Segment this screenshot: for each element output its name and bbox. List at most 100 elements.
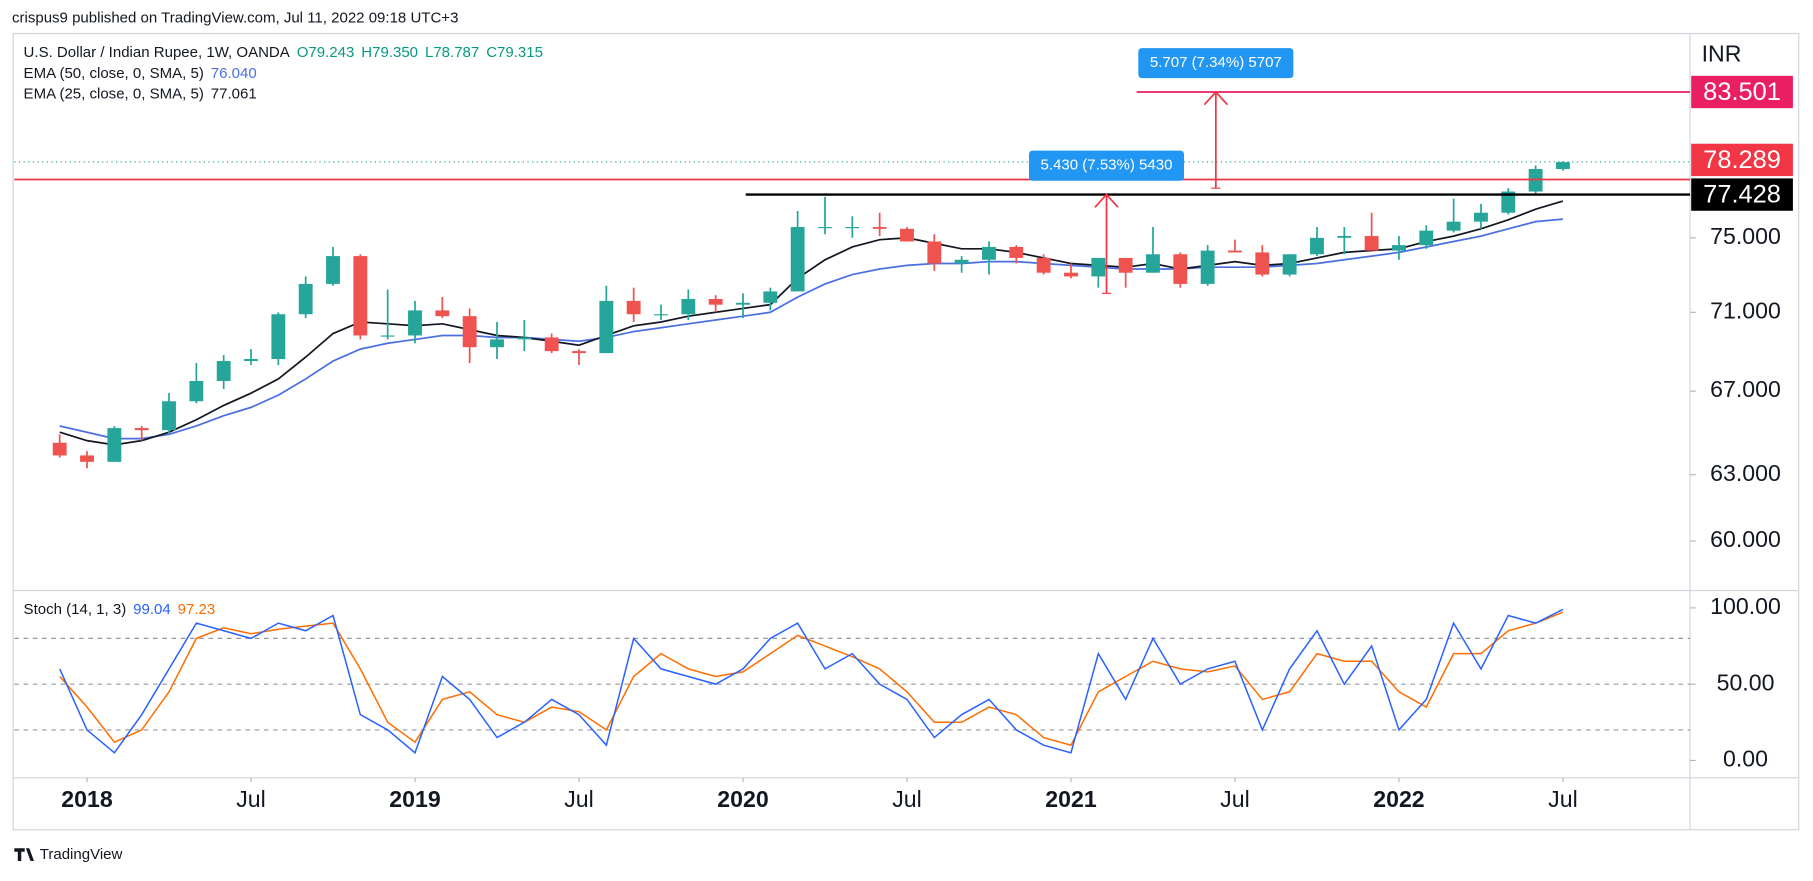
candle-body — [1091, 257, 1106, 277]
candle-body — [462, 316, 477, 348]
measure-box — [1138, 48, 1294, 79]
candle-body — [872, 227, 887, 229]
x-tick-label: 2021 — [1045, 786, 1097, 812]
candle-body — [408, 310, 422, 336]
candle-body — [1364, 236, 1379, 251]
candle-body — [517, 337, 532, 340]
measure-text: 5.707 (7.34%) 5707 — [1150, 54, 1282, 71]
candle-body — [216, 361, 231, 381]
logo-icon — [14, 848, 34, 861]
measure-arrow — [1203, 90, 1229, 106]
x-tick-label: Jul — [892, 786, 922, 812]
candle-body — [134, 428, 149, 431]
indicator-legend: EMA (50, close, 0, SMA, 5) — [24, 65, 204, 82]
level-label: 77.428 — [1703, 180, 1781, 208]
candle-body — [162, 401, 176, 431]
line — [59, 608, 1564, 755]
frame — [12, 32, 1800, 831]
line — [59, 611, 1564, 747]
indicator-value: 77.061 — [211, 86, 257, 103]
y-tick-label: 67.000 — [1710, 376, 1781, 402]
candle-body — [1556, 162, 1570, 169]
logo-text: TradingView — [40, 846, 123, 863]
candle-body — [244, 359, 258, 362]
candle-body — [298, 283, 313, 315]
candle-body — [1228, 250, 1242, 253]
candle-body — [1474, 212, 1488, 222]
x-tick-label: 2020 — [717, 786, 768, 812]
candle-body — [1255, 252, 1270, 275]
ohlc-legend: C79.315 — [486, 44, 543, 61]
line — [59, 218, 1564, 440]
level-label: 78.289 — [1703, 146, 1781, 174]
candle-body — [1501, 191, 1516, 213]
level-box — [1691, 75, 1793, 109]
candle-body — [1009, 246, 1024, 258]
candle-body — [1310, 237, 1324, 255]
level-box — [1691, 178, 1793, 211]
candle-body — [736, 302, 750, 305]
published-line: crispus9 published on TradingView.com, J… — [12, 9, 458, 26]
candle-body — [1282, 254, 1297, 275]
stoch-tick-label: 0.00 — [1723, 746, 1768, 772]
measure-label: 5.430 (7.53%) 5430 — [1028, 150, 1185, 181]
candle-body — [927, 241, 942, 264]
stoch-tick-label: 50.00 — [1717, 669, 1775, 695]
candle-body — [818, 227, 832, 229]
measure-text: 5.430 (7.53%) 5430 — [1041, 157, 1173, 174]
currency: INR — [1702, 41, 1742, 67]
candle-body — [353, 256, 368, 336]
candle-body — [1419, 230, 1434, 246]
candle-body — [1392, 245, 1406, 251]
candle-body — [763, 291, 778, 303]
candle-body — [52, 442, 67, 456]
candle-body — [435, 310, 450, 317]
candle-body — [900, 228, 914, 242]
candle-body — [1146, 254, 1160, 273]
x-tick-label: Jul — [236, 786, 266, 812]
indicator-legend: EMA (25, close, 0, SMA, 5) — [24, 86, 204, 103]
level-box — [1691, 143, 1793, 177]
candle-body — [572, 351, 586, 354]
line — [59, 200, 1564, 446]
candle-body — [708, 298, 723, 305]
candle-body — [544, 337, 559, 352]
ohlc-legend: O79.243 — [297, 44, 355, 61]
level-label: 83.501 — [1703, 78, 1781, 106]
x-tick-label: 2018 — [61, 786, 113, 812]
candle-body — [80, 455, 94, 462]
x-tick-label: 2019 — [389, 786, 440, 812]
y-tick-label: 63.000 — [1710, 460, 1781, 486]
measure-box — [1028, 150, 1185, 181]
candle-body — [189, 380, 204, 402]
ohlc-legend: H79.350 — [361, 44, 418, 61]
candle-body — [326, 256, 340, 284]
y-tick-label: 60.000 — [1710, 526, 1781, 552]
candle-body — [1036, 257, 1051, 273]
stoch-value: 99.04 — [133, 601, 171, 618]
candle-body — [1446, 221, 1461, 231]
indicator-value: 76.040 — [211, 65, 257, 82]
candle-body — [626, 300, 641, 315]
symbol-legend: U.S. Dollar / Indian Rupee, 1W, OANDA — [24, 44, 290, 61]
candle-body — [654, 314, 668, 316]
measure-label: 5.707 (7.34%) 5707 — [1138, 48, 1294, 79]
candle-body — [107, 428, 122, 462]
candle-body — [380, 335, 395, 337]
candle-body — [1200, 250, 1215, 284]
candle-body — [490, 339, 504, 348]
candle-body — [681, 298, 696, 315]
y-tick-label: 71.000 — [1710, 297, 1781, 323]
stoch-legend: Stoch (14, 1, 3) — [24, 601, 127, 618]
candle-body — [271, 314, 286, 360]
stoch-value: 97.23 — [178, 601, 216, 618]
measure-arrow — [1094, 193, 1119, 208]
candle-body — [1064, 272, 1078, 277]
candle-body — [1337, 236, 1352, 238]
candle-body — [845, 227, 860, 229]
x-tick-label: Jul — [1548, 786, 1578, 812]
candle-body — [1118, 257, 1133, 273]
candle-body — [790, 227, 805, 292]
